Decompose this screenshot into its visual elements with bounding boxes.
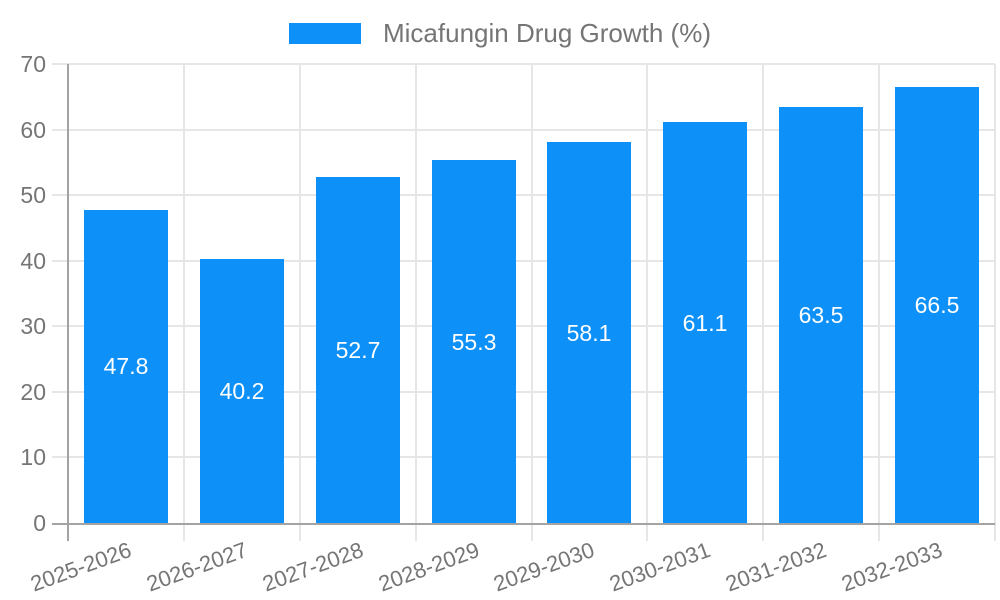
y-gridline — [52, 129, 995, 131]
y-tick-label: 50 — [20, 182, 46, 208]
y-tick-label: 30 — [20, 313, 46, 339]
x-gridline — [878, 64, 880, 541]
y-gridline — [52, 194, 995, 196]
y-tick-label: 0 — [33, 510, 46, 536]
legend-item[interactable]: Micafungin Drug Growth (%) — [289, 18, 711, 48]
x-gridline — [994, 64, 996, 541]
x-gridline — [762, 64, 764, 541]
y-tick-label: 70 — [20, 51, 46, 77]
x-gridline — [299, 64, 301, 541]
x-gridline — [531, 64, 533, 541]
x-gridline — [415, 64, 417, 541]
bar[interactable] — [895, 87, 979, 523]
bar-value-label: 40.2 — [219, 378, 265, 404]
bar[interactable] — [200, 259, 284, 523]
bar[interactable] — [779, 107, 863, 523]
x-axis-line — [52, 523, 995, 525]
legend-swatch-icon — [289, 22, 361, 44]
y-gridline — [52, 325, 995, 327]
bar[interactable] — [84, 210, 168, 523]
bar-value-label: 52.7 — [335, 337, 381, 363]
bar[interactable] — [547, 142, 631, 523]
legend-label: Micafungin Drug Growth (%) — [383, 18, 711, 48]
y-gridline — [52, 456, 995, 458]
x-gridline — [183, 64, 185, 541]
bar-value-label: 58.1 — [566, 320, 612, 346]
y-tick-label: 20 — [20, 379, 46, 405]
bar-value-label: 47.8 — [103, 353, 149, 379]
bar-value-label: 55.3 — [451, 329, 497, 355]
y-gridline — [52, 391, 995, 393]
y-gridline — [52, 63, 995, 65]
bar-value-label: 66.5 — [914, 292, 960, 318]
bar-value-label: 61.1 — [682, 310, 728, 336]
x-gridline — [646, 64, 648, 541]
y-tick-label: 60 — [20, 117, 46, 143]
bar-value-label: 63.5 — [798, 302, 844, 328]
bar[interactable] — [316, 177, 400, 523]
y-tick-label: 10 — [20, 444, 46, 470]
y-tick-label: 40 — [20, 248, 46, 274]
bar[interactable] — [432, 160, 516, 523]
legend: Micafungin Drug Growth (%) — [0, 18, 1000, 48]
bar[interactable] — [663, 122, 747, 523]
y-axis-line — [67, 64, 69, 541]
y-gridline — [52, 260, 995, 262]
